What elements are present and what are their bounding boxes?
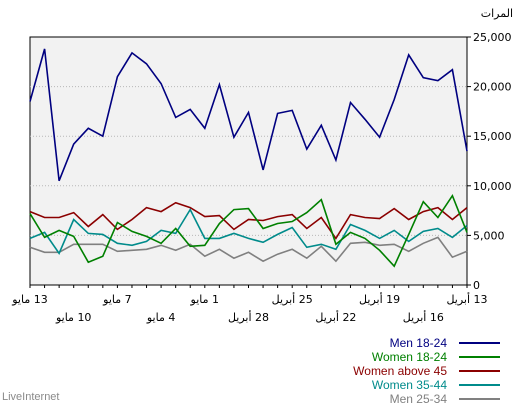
y-tick-label: 25,000 [473,31,512,44]
y-tick-label: 20,000 [473,81,512,94]
y-axis: 0 5,000 10,000 15,000 20,000 25,000 [467,31,512,292]
x-tick-label: 4 مايو [146,311,175,324]
y-tick-label: 0 [473,279,480,292]
series-line-women-18-24 [29,193,468,268]
series-line-women-above-45 [29,201,468,240]
series-line-women-35-44 [29,207,468,255]
x-tick-label: 25 أبريل [272,292,313,306]
brand-label: LiveInternet [2,391,59,403]
x-tick-label: 13 أبريل [446,292,487,306]
legend-label: Women 18-24 [372,350,447,364]
legend-label: Women 35-44 [372,378,447,392]
series-line-men-25-34 [29,236,468,263]
legend-label: Men 18-24 [390,336,448,350]
y-tick-label: 5,000 [473,229,505,242]
y-tick-label: 15,000 [473,130,512,143]
x-tick-label: 7 مايو [102,293,131,306]
x-tick-label: 22 أبريل [315,310,356,324]
y-tick-label: 10,000 [473,180,512,193]
x-tick-label: 10 مايو [55,311,91,324]
x-axis: 13 مايو 7 مايو 1 مايو 25 أبريل 19 أبريل 13 أب… [11,285,488,324]
series-lines [29,48,468,268]
legend-label: Women above 45 [353,364,447,378]
x-tick-label: 13 مايو [11,293,47,306]
legend-label: Men 25-34 [390,392,448,405]
x-tick-label: 1 مايو [190,293,219,306]
series-line-men-18-24 [29,48,468,182]
x-tick-label: 16 أبريل [403,310,444,324]
x-tick-label: 19 أبريل [359,292,400,306]
y-axis-label: المرات [481,7,513,20]
x-tick-label: 28 أبريل [228,310,269,324]
